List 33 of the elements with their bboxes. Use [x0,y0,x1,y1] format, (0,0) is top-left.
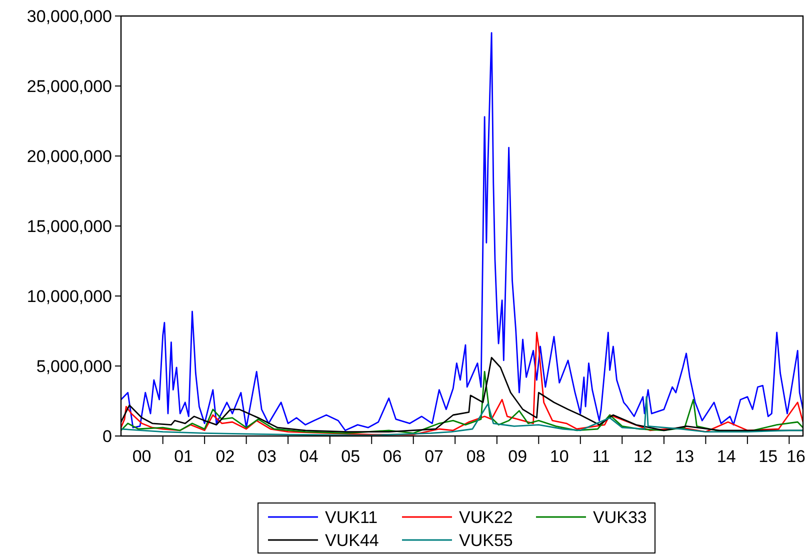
x-tick-label: 10 [550,447,569,466]
legend-label: VUK55 [459,530,513,550]
y-tick-label: 25,000,000 [26,76,112,96]
x-tick-label: 11 [592,447,610,466]
x-tick-label: 06 [382,447,402,466]
legend-label: VUK33 [593,508,647,527]
x-tick-label: 08 [466,447,486,466]
x-tick-label: 07 [424,447,444,466]
x-tick-label: 12 [633,447,652,466]
line-series [121,32,803,432]
line-series [121,396,803,436]
x-tick-label: 16 [786,447,806,466]
x-tick-label: 14 [716,447,736,466]
legend-label: VUK11 [325,508,378,527]
y-tick-label: 0 [102,426,112,446]
x-tick-label: 04 [299,447,318,466]
y-tick-label: 15,000,000 [26,216,112,236]
y-tick-label: 5,000,000 [36,356,112,376]
x-tick-label: 09 [508,447,528,466]
legend-label: VUK44 [325,530,379,550]
x-tick-label: 13 [675,447,694,466]
line-series [121,370,803,434]
x-tick-label: 15 [758,447,778,466]
legend-label: VUK22 [459,508,513,527]
x-tick-label: 00 [132,447,152,466]
x-tick-label: 02 [216,447,235,466]
y-tick-label: 20,000,000 [26,146,112,166]
y-tick-label: 10,000,000 [26,286,112,306]
x-tick-label: 03 [258,447,276,466]
line-series [121,332,803,436]
x-tick-label: 05 [341,447,360,466]
y-tick-label: 30,000,000 [26,6,112,26]
x-tick-label: 01 [174,447,193,466]
